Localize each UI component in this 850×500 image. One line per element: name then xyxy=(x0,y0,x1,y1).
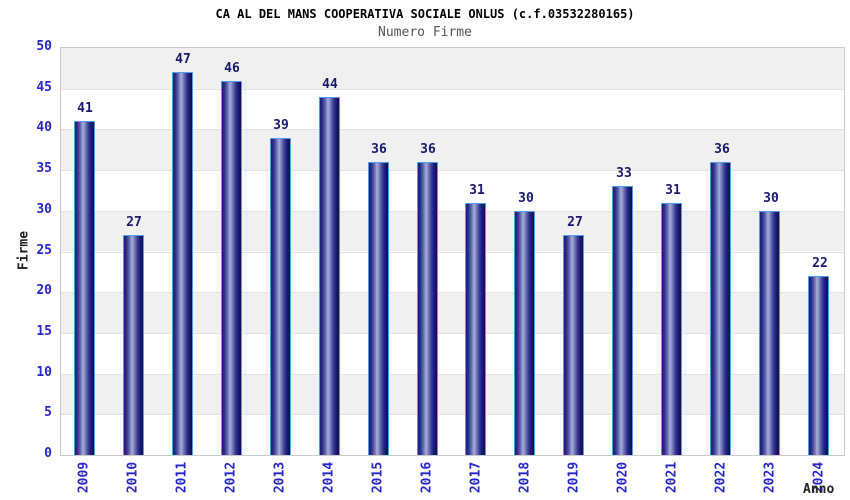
y-tick-label: 15 xyxy=(36,323,52,339)
bar-2011 xyxy=(172,72,193,455)
y-tick-label: 30 xyxy=(36,201,52,217)
bar-2018 xyxy=(514,211,535,455)
bar-value-label: 46 xyxy=(224,61,240,76)
bar-2024 xyxy=(808,276,829,455)
chart-title: CA AL DEL MANS COOPERATIVA SOCIALE ONLUS… xyxy=(215,7,635,21)
y-tick-label: 20 xyxy=(36,283,52,299)
bar-2014 xyxy=(319,97,340,455)
y-tick-label: 5 xyxy=(44,405,52,421)
bar-2012 xyxy=(221,81,242,455)
bar-2017 xyxy=(465,203,486,455)
bar-value-label: 30 xyxy=(763,191,779,206)
chart-subtitle: Numero Firme xyxy=(378,25,472,40)
x-tick-label-2016: 2016 xyxy=(419,461,435,494)
x-tick-label-2011: 2011 xyxy=(174,461,190,494)
bar-value-label: 36 xyxy=(371,142,387,157)
x-tick-label-2014: 2014 xyxy=(321,461,337,494)
bar-2013 xyxy=(270,138,291,455)
bar-value-label: 27 xyxy=(126,215,142,230)
bar-value-label: 41 xyxy=(77,101,93,116)
bar-2022 xyxy=(710,162,731,455)
bar-value-label: 47 xyxy=(175,52,191,67)
bar-value-label: 31 xyxy=(665,183,681,198)
y-tick-label: 35 xyxy=(36,161,52,177)
bar-2016 xyxy=(417,162,438,455)
y-tick-label: 40 xyxy=(36,120,52,136)
x-tick-label-2022: 2022 xyxy=(713,461,729,494)
plot-area: 41 27 47 46 39 44 36 36 31 30 27 33 31 36 30 22 xyxy=(60,47,845,456)
x-axis-title: Anno xyxy=(803,482,835,497)
x-tick-label-2017: 2017 xyxy=(468,461,484,494)
y-tick-label: 0 xyxy=(44,446,52,461)
y-tick-label: 25 xyxy=(36,242,52,258)
bar-2010 xyxy=(123,235,144,455)
x-tick-label-2023: 2023 xyxy=(762,461,778,494)
bar-value-label: 36 xyxy=(714,142,730,157)
bar-2009 xyxy=(74,121,95,455)
x-tick-label-2012: 2012 xyxy=(223,461,239,494)
bar-2019 xyxy=(563,235,584,455)
y-tick-label: 50 xyxy=(36,39,52,54)
bar-2021 xyxy=(661,203,682,455)
bar-value-label: 36 xyxy=(420,142,436,157)
bar-2015 xyxy=(368,162,389,455)
x-tick-label-2009: 2009 xyxy=(76,461,92,494)
bar-value-label: 44 xyxy=(322,77,338,92)
x-tick-label-2020: 2020 xyxy=(615,461,631,494)
bar-value-label: 31 xyxy=(469,183,485,198)
bar-value-label: 33 xyxy=(616,166,632,181)
bar-value-label: 30 xyxy=(518,191,534,206)
x-tick-label-2021: 2021 xyxy=(664,461,680,494)
y-tick-label: 10 xyxy=(36,364,52,380)
bar-2020 xyxy=(612,186,633,455)
x-tick-label-2013: 2013 xyxy=(272,461,288,494)
x-tick-label-2015: 2015 xyxy=(370,461,386,494)
bar-value-label: 27 xyxy=(567,215,583,230)
bar-2023 xyxy=(759,211,780,455)
bar-value-label: 39 xyxy=(273,118,289,133)
bar-value-label: 22 xyxy=(812,256,828,271)
y-tick-label: 45 xyxy=(36,79,52,95)
x-tick-label-2010: 2010 xyxy=(125,461,141,494)
x-tick-label-2018: 2018 xyxy=(517,461,533,494)
x-tick-label-2019: 2019 xyxy=(566,461,582,494)
